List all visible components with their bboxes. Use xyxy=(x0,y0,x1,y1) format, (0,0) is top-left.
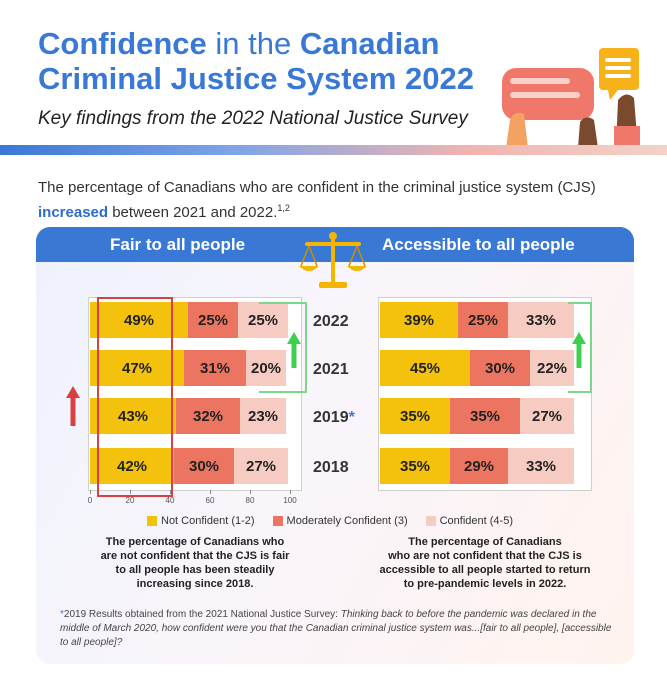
increase-green-arrow-icon xyxy=(287,332,301,368)
x-tick-mark xyxy=(250,490,251,494)
x-tick-mark xyxy=(170,490,171,494)
accessible-bar-moderately-confident: 35% xyxy=(450,398,520,434)
legend-item-confident: Confident (4-5) xyxy=(425,515,513,527)
page-title: Confidence in the Canadian Criminal Just… xyxy=(38,26,508,96)
fair-bar-moderately-confident: 32% xyxy=(176,398,240,434)
x-tick-label: 60 xyxy=(205,496,215,505)
fair-bar-row: 47% 31% 20% xyxy=(90,350,290,386)
title-word-canadian: Canadian xyxy=(299,26,440,61)
accessible-bar-moderately-confident: 30% xyxy=(470,350,530,386)
accessible-bar-moderately-confident: 29% xyxy=(450,448,508,484)
x-tick-label: 20 xyxy=(125,496,135,505)
intro-text: The percentage of Canadians who are conf… xyxy=(38,179,596,221)
accessible-bar-confident: 22% xyxy=(530,350,574,386)
legend-item-not-confident: Not Confident (1-2) xyxy=(147,515,255,527)
accessible-bar-row: 35% 35% 27% xyxy=(380,398,580,434)
accessible-bar-moderately-confident: 25% xyxy=(458,302,508,338)
year-label-2019: 2019* xyxy=(313,409,355,426)
accessible-bar-not-confident: 35% xyxy=(380,448,450,484)
accessible-bar-not-confident: 45% xyxy=(380,350,470,386)
title-line-2: Criminal Justice System 2022 xyxy=(38,61,474,96)
x-tick-label: 40 xyxy=(165,496,175,505)
increase-green-arrow-icon xyxy=(572,332,586,368)
fair-bar-moderately-confident: 25% xyxy=(188,302,238,338)
left-change-bracket xyxy=(259,302,307,393)
x-tick-mark xyxy=(210,490,211,494)
x-tick-mark xyxy=(90,490,91,494)
not-confident-highlight-box xyxy=(97,297,173,497)
fair-bar-row: 42% 30% 27% xyxy=(90,448,290,484)
x-tick-mark xyxy=(290,490,291,494)
year-label-2022: 2022 xyxy=(313,313,349,330)
footnote-ref: 1,2 xyxy=(277,203,290,213)
footnote: *2019 Results obtained from the 2021 Nat… xyxy=(60,609,612,648)
accessible-bar-confident: 27% xyxy=(520,398,574,434)
x-tick-label: 0 xyxy=(87,496,93,505)
fair-bar-confident: 23% xyxy=(240,398,286,434)
header-divider xyxy=(0,145,667,155)
fair-bar-not-confident: 43% xyxy=(90,398,176,434)
page-subtitle: Key findings from the 2022 National Just… xyxy=(38,108,468,129)
x-tick-mark xyxy=(130,490,131,494)
title-word-confidence: Confidence xyxy=(38,26,207,61)
accessible-bar-row: 45% 30% 22% xyxy=(380,350,580,386)
legend-item-moderately-confident: Moderately Confident (3) xyxy=(272,515,408,527)
scales-of-justice-icon xyxy=(299,232,367,288)
year-label-2021: 2021 xyxy=(313,361,349,378)
x-tick-label: 80 xyxy=(245,496,255,505)
fair-bar-confident: 27% xyxy=(234,448,288,484)
x-tick-label: 100 xyxy=(283,496,297,505)
accessible-bar-not-confident: 39% xyxy=(380,302,458,338)
chart-legend: Not Confident (1-2) Moderately Confident… xyxy=(147,515,531,527)
increase-red-arrow-icon xyxy=(66,386,80,426)
fair-bar-not-confident: 47% xyxy=(90,350,184,386)
accessible-bar-row: 39% 25% 33% xyxy=(380,302,580,338)
accessible-bar-row: 35% 29% 33% xyxy=(380,448,580,484)
intro-highlight: increased xyxy=(38,204,109,221)
speech-bubbles-illustration xyxy=(502,48,640,148)
title-connector: in the xyxy=(206,26,300,61)
year-label-2018: 2018 xyxy=(313,459,349,476)
fair-bar-not-confident: 42% xyxy=(90,448,174,484)
fair-bar-confident: 20% xyxy=(246,350,286,386)
fair-bar-moderately-confident: 30% xyxy=(174,448,234,484)
fair-bar-row: 43% 32% 23% xyxy=(90,398,290,434)
accessible-bar-not-confident: 35% xyxy=(380,398,450,434)
accessible-bar-confident: 33% xyxy=(508,448,574,484)
right-panel-title: Accessible to all people xyxy=(382,235,575,254)
fair-bar-moderately-confident: 31% xyxy=(184,350,246,386)
accessible-bar-confident: 33% xyxy=(508,302,574,338)
fair-bar-confident: 25% xyxy=(238,302,288,338)
left-chart-note: The percentage of Canadians who are not … xyxy=(100,536,290,590)
right-change-bracket xyxy=(568,302,592,393)
left-panel-title: Fair to all people xyxy=(110,235,246,254)
right-chart-note: The percentage of Canadians who are not … xyxy=(379,536,591,590)
